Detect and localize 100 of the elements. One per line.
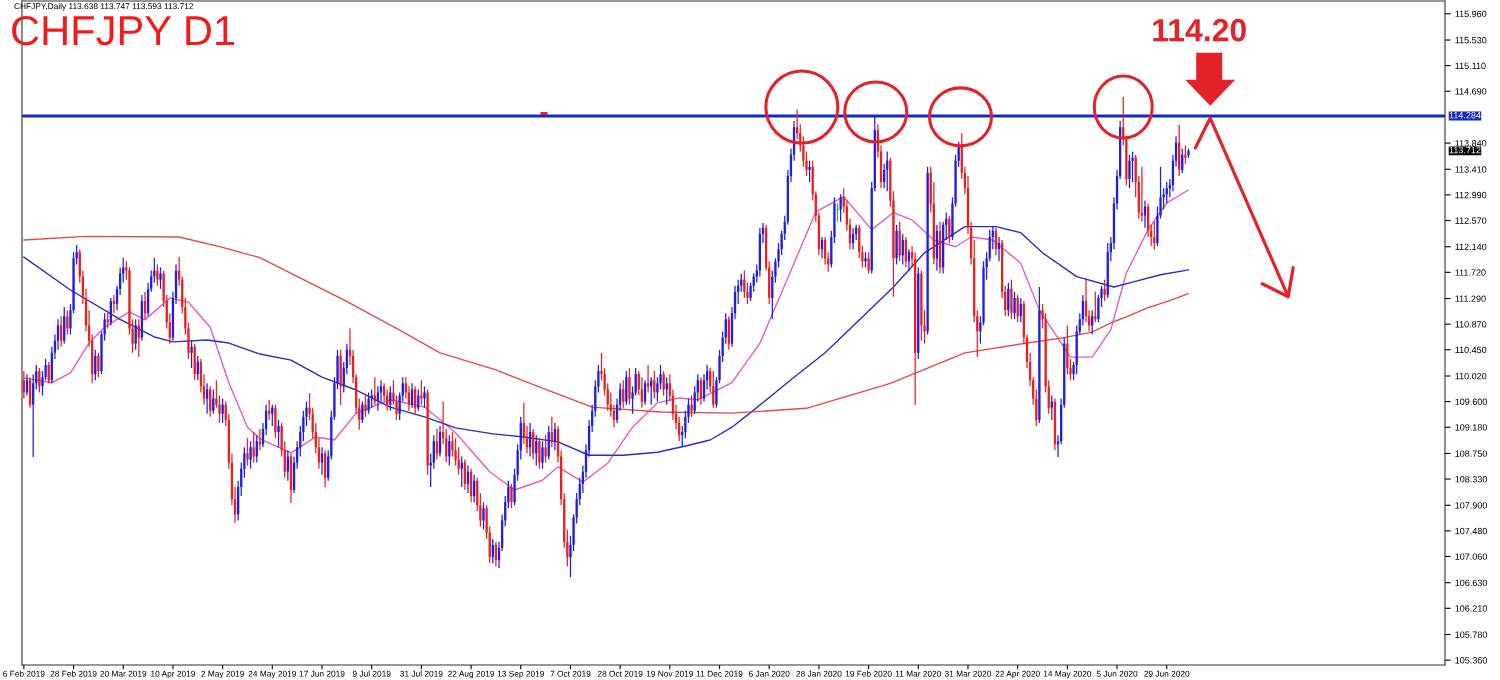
x-tick-label: 5 Jun 2020: [1096, 670, 1138, 677]
y-tick-label: 110.870: [1455, 321, 1487, 328]
candlestick: [1143, 199, 1147, 229]
y-tick-label: 106.210: [1455, 605, 1487, 612]
candlestick: [246, 437, 249, 467]
x-tick-label: 28 Jan 2020: [796, 670, 842, 677]
candlestick: [277, 419, 280, 448]
candlestick: [320, 446, 324, 476]
y-tick-label: 110.450: [1455, 346, 1487, 354]
candlestick: [361, 400, 364, 424]
y-tick-label: 115.530: [1455, 36, 1487, 44]
candlestick: [538, 437, 541, 470]
candlestick: [370, 388, 373, 409]
chart-subtitle: CHFJPY,Daily 113.638 113.747 113.593 113.712: [14, 2, 194, 11]
x-tick-label: 9 Jul 2019: [352, 670, 391, 677]
candlestick: [699, 376, 703, 406]
y-tick-label: 108.330: [1455, 476, 1487, 483]
y-tick-label: 115.110: [1455, 62, 1486, 69]
candlestick: [221, 397, 224, 424]
y-tick-label: 109.180: [1455, 424, 1487, 431]
candlestick: [38, 367, 41, 394]
candlestick: [839, 193, 842, 223]
candlestick: [1103, 279, 1106, 302]
chart-title: CHFJPY D1: [12, 15, 235, 46]
x-tick-label: 6 Jan 2020: [749, 670, 790, 677]
x-tick-label: 7 Oct 2019: [550, 670, 591, 677]
y-tick-label: 105.780: [1455, 631, 1487, 638]
candlestick: [544, 434, 547, 464]
x-tick-label: 31 Jul 2019: [400, 670, 443, 677]
y-tick-label: 110.020: [1455, 372, 1487, 380]
candlestick: [864, 251, 867, 269]
x-tick-label: 22 Apr 2020: [995, 670, 1040, 679]
candlestick: [808, 160, 811, 183]
line-series: [23, 235, 1190, 414]
y-tick-label: 111.720: [1455, 269, 1486, 276]
y-tick-label: 111.290: [1455, 295, 1486, 302]
candlestick: [836, 202, 839, 223]
candlestick: [510, 483, 513, 509]
candlestick: [432, 434, 435, 470]
x-tick-label: 11 Mar 2020: [895, 670, 942, 677]
candlestick: [205, 382, 209, 415]
x-tick-label: 29 Jun 2020: [1144, 670, 1190, 677]
candlestick: [1013, 291, 1016, 320]
candlestick: [410, 382, 414, 409]
y-tick-label: 113.840: [1455, 140, 1487, 147]
y-tick-label: 106.630: [1455, 579, 1487, 587]
candlestick: [209, 385, 212, 418]
y-tick-label: 114.690: [1455, 88, 1487, 95]
candlestick: [417, 388, 420, 412]
candlestick: [364, 394, 367, 418]
candlestick: [628, 367, 631, 406]
x-tick-label: 14 May 2020: [1043, 670, 1092, 679]
candlestick: [274, 404, 277, 439]
candlestick: [286, 449, 289, 482]
y-tick-label: 112.570: [1455, 217, 1487, 224]
text: 113.712: [1449, 146, 1481, 154]
candlestick: [690, 394, 693, 418]
candlestick: [895, 224, 898, 266]
x-tick-label: 22 Aug 2019: [448, 670, 495, 679]
candlestick: [1128, 154, 1131, 189]
candlestick: [1184, 144, 1187, 165]
candlestick: [420, 379, 423, 406]
candlestick: [541, 440, 544, 470]
candlestick: [367, 391, 370, 415]
candlestick: [373, 376, 376, 406]
candlestick: [190, 339, 193, 369]
x-tick-label: 11 Dec 2019: [696, 670, 743, 677]
x-tick-label: 28 Oct 2019: [597, 670, 643, 677]
x-tick-label: 24 May 2019: [248, 670, 297, 679]
y-tick-label: 107.480: [1455, 527, 1487, 535]
candlestick: [640, 376, 644, 409]
y-tick-label: 107.900: [1455, 502, 1487, 509]
y-tick-label: 115.960: [1455, 10, 1487, 18]
candlestick: [662, 370, 665, 397]
candlestick: [1010, 279, 1013, 320]
candlestick: [32, 373, 35, 458]
x-tick-label: 6 Feb 2019: [3, 670, 45, 677]
candlestick: [1187, 148, 1190, 159]
y-tick-label: 112.990: [1455, 191, 1487, 199]
candlestick: [159, 266, 162, 290]
candlestick: [643, 379, 647, 406]
candlestick: [482, 501, 485, 531]
candlestick: [389, 385, 392, 412]
x-tick-label: 19 Nov 2019: [646, 670, 694, 677]
candlestick: [867, 251, 870, 275]
x-tick-label: 2 May 2019: [201, 670, 244, 679]
candlestick: [926, 166, 929, 336]
y-tick-label: 109.600: [1455, 398, 1487, 405]
candlestick: [134, 318, 137, 351]
y-tick-label: 107.060: [1455, 553, 1487, 560]
annotation: 114.20: [1153, 18, 1246, 42]
candlestick: [414, 385, 417, 415]
y-tick-label: 113.410: [1455, 166, 1487, 173]
x-tick-label: 20 Mar 2019: [100, 670, 147, 677]
x-tick-label: 10 Apr 2019: [151, 670, 196, 679]
candlestick: [249, 440, 252, 470]
candlestick: [426, 388, 429, 476]
y-tick-label: 105.360: [1455, 657, 1487, 664]
candlestick: [1038, 286, 1041, 424]
x-tick-label: 19 Feb 2020: [845, 670, 892, 677]
